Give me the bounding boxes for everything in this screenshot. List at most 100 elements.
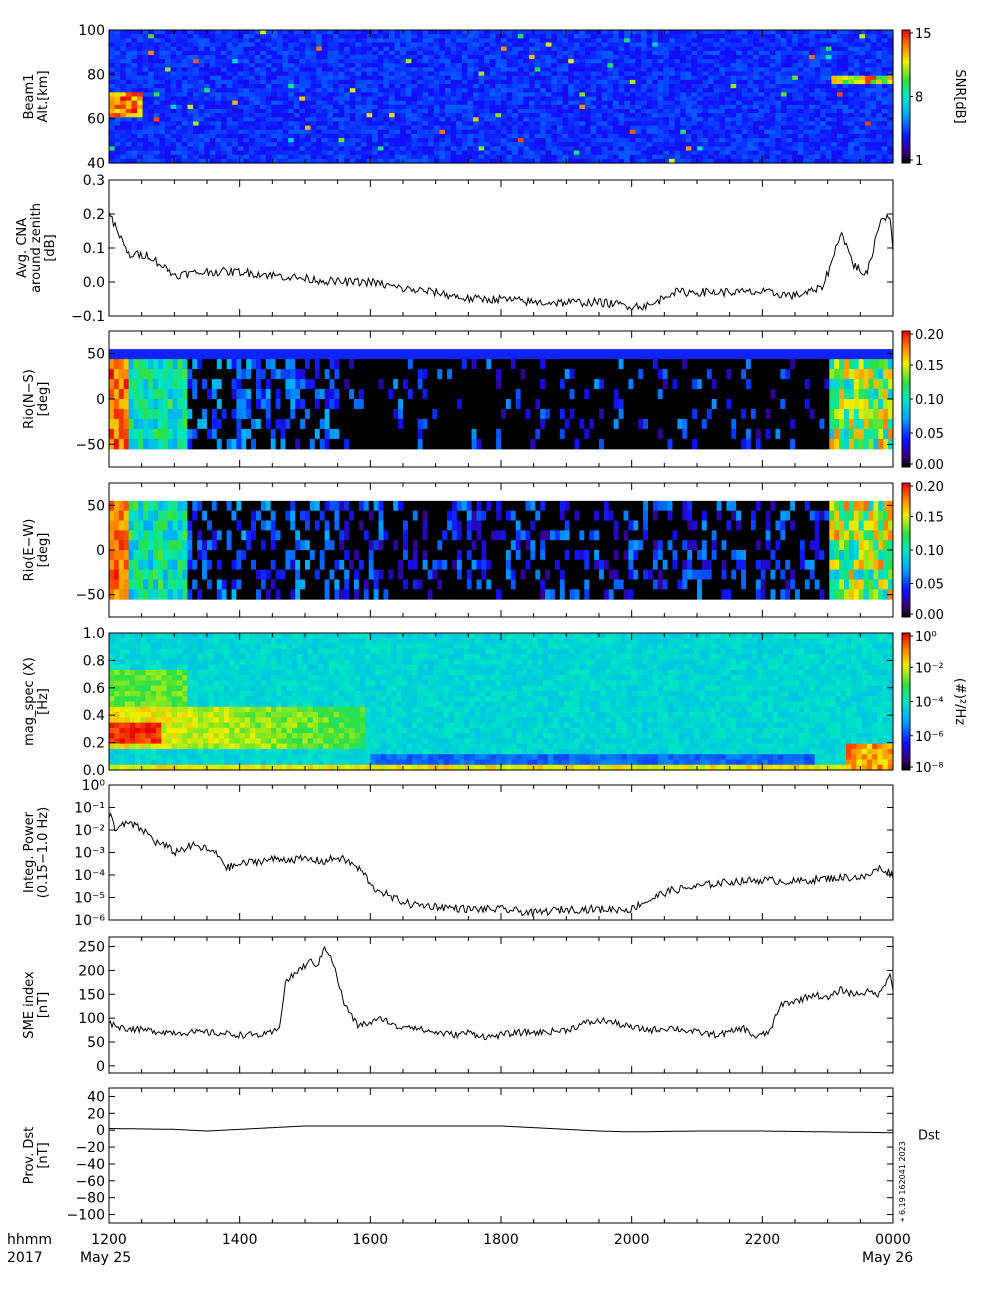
heatmap-cell	[573, 100, 580, 106]
heatmap-cell	[820, 150, 827, 156]
heatmap-cell	[865, 150, 872, 156]
heatmap-cell	[596, 96, 603, 102]
heatmap-cell	[176, 146, 183, 152]
heatmap-cell	[629, 108, 636, 114]
heatmap-cell	[176, 133, 183, 139]
heatmap-cell	[377, 42, 384, 48]
heatmap-cell	[338, 79, 345, 85]
heatmap-cell	[153, 67, 160, 73]
heatmap-cell	[265, 50, 272, 56]
heatmap-cell	[641, 54, 648, 60]
heatmap-cell	[674, 92, 681, 98]
heatmap-cell	[865, 129, 872, 135]
heatmap-cell	[355, 46, 362, 52]
heatmap-cell	[859, 46, 866, 52]
heatmap-cell	[114, 113, 121, 118]
heatmap-cell	[467, 113, 474, 118]
heatmap-cell	[428, 100, 435, 106]
heatmap-cell	[383, 133, 390, 139]
heatmap-cell	[366, 88, 373, 93]
heatmap-cell	[411, 34, 418, 39]
heatmap-cell	[293, 88, 300, 93]
heatmap-cell	[853, 142, 860, 147]
heatmap-cell	[624, 75, 631, 81]
heatmap-cell	[249, 146, 256, 152]
heatmap-cell	[870, 71, 877, 77]
heatmap-cell	[165, 100, 172, 106]
heatmap-cell	[573, 150, 580, 156]
heatmap-cell	[568, 138, 575, 143]
heatmap-cell	[433, 42, 440, 48]
heatmap-cell	[484, 84, 491, 89]
heatmap-cell	[629, 92, 636, 98]
heatmap-cell	[506, 63, 513, 69]
heatmap-cell	[172, 369, 179, 380]
heatmap-cell	[372, 75, 379, 81]
heatmap-cell	[680, 125, 687, 131]
heatmap-cell	[870, 50, 877, 56]
heatmap-cell	[736, 138, 743, 143]
heatmap-cell	[461, 150, 468, 156]
heatmap-cell	[271, 133, 278, 139]
heatmap-cell	[411, 113, 418, 118]
heatmap-cell	[422, 158, 429, 164]
heatmap-cell	[215, 117, 222, 123]
heatmap-cell	[809, 150, 816, 156]
heatmap-cell	[366, 146, 373, 152]
heatmap-cell	[809, 154, 816, 160]
heatmap-cell	[758, 46, 765, 52]
heatmap-cell	[372, 88, 379, 93]
heatmap-cell	[349, 125, 356, 131]
heatmap-cell	[540, 138, 547, 143]
heatmap-cell	[775, 146, 782, 152]
heatmap-cell	[848, 129, 855, 135]
heatmap-cell	[197, 399, 203, 410]
heatmap-cell	[170, 108, 177, 114]
heatmap-cell	[641, 71, 648, 77]
heatmap-cell	[624, 42, 631, 48]
heatmap-cell	[596, 67, 603, 73]
heatmap-cell	[417, 79, 424, 85]
heatmap-cell	[573, 117, 580, 123]
heatmap-cell	[792, 42, 799, 48]
heatmap-cell	[870, 92, 877, 98]
heatmap-cell	[781, 75, 788, 81]
heatmap-cell	[769, 129, 776, 135]
heatmap-cell	[736, 46, 743, 52]
heatmap-cell	[512, 129, 519, 135]
heatmap-cell	[635, 158, 642, 164]
heatmap-cell	[803, 146, 810, 152]
heatmap-cell	[321, 30, 328, 35]
heatmap-cell	[158, 369, 164, 380]
heatmap-cell	[607, 38, 614, 44]
heatmap-cell	[237, 46, 244, 52]
heatmap-cell	[697, 117, 704, 123]
heatmap-cell	[123, 399, 130, 410]
heatmap-cell	[355, 113, 362, 118]
heatmap-cell	[540, 92, 547, 98]
heatmap-cell	[450, 117, 457, 123]
heatmap-cell	[635, 96, 642, 102]
heatmap-cell	[814, 142, 821, 147]
heatmap-cell	[355, 50, 362, 56]
heatmap-cell	[534, 54, 541, 60]
heatmap-cell	[389, 113, 396, 118]
heatmap-cell	[870, 125, 877, 131]
heatmap-cell	[775, 75, 782, 81]
heatmap-cell	[355, 71, 362, 77]
heatmap-cell	[165, 71, 172, 77]
heatmap-cell	[137, 117, 144, 123]
heatmap-cell	[585, 154, 592, 160]
heatmap-cell	[433, 79, 440, 85]
heatmap-cell	[109, 349, 115, 360]
heatmap-cell	[478, 100, 485, 106]
heatmap-cell	[534, 63, 541, 69]
heatmap-cell	[702, 75, 709, 81]
heatmap-cell	[181, 154, 188, 160]
heatmap-cell	[243, 54, 250, 60]
heatmap-cell	[697, 71, 704, 77]
heatmap-cell	[781, 42, 788, 48]
heatmap-cell	[865, 96, 872, 102]
heatmap-cell	[187, 75, 194, 81]
heatmap-cell	[803, 71, 810, 77]
